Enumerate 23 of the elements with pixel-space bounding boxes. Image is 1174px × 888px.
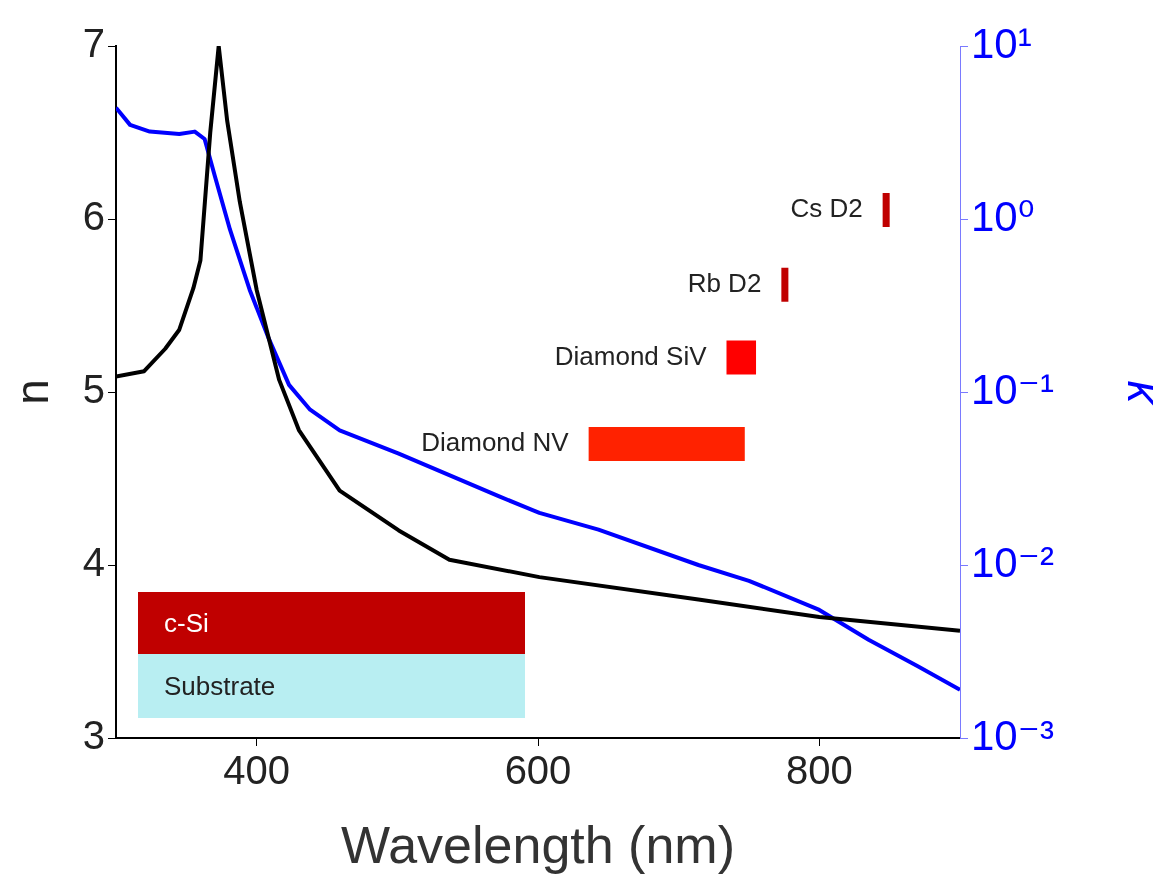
y2-tick-label: 10⁻³ <box>971 711 1054 759</box>
y2-tick-label: 10¹ <box>971 19 1032 67</box>
band-label: Diamond NV <box>421 427 570 458</box>
x-tick-label: 800 <box>785 748 853 793</box>
x-tick-label: 400 <box>223 748 291 793</box>
y-tick-label: 5 <box>82 367 105 412</box>
y-tick-label: 7 <box>82 21 105 66</box>
y-tick-label: 6 <box>82 194 105 239</box>
y2-tick-label: 10⁻² <box>971 538 1054 586</box>
band-label: Cs D2 <box>790 193 863 224</box>
layer-stack-picture: c-Si Substrate <box>138 592 525 718</box>
y-axis-title: n <box>6 379 59 405</box>
y2-tick-label: 10⁻¹ <box>971 365 1054 413</box>
annotation: Substrate <box>138 654 525 718</box>
x-tick-label: 600 <box>504 748 572 793</box>
y-tick-label: 3 <box>82 713 105 758</box>
x-axis-title: Wavelength (nm) <box>341 816 735 875</box>
annotation: c-Si <box>138 592 525 654</box>
band-label: Diamond SiV <box>554 340 708 371</box>
band-label: Rb D2 <box>687 267 762 298</box>
y2-axis-title: κ <box>1117 380 1170 406</box>
y-tick-label: 4 <box>82 540 105 585</box>
y2-tick-label: 10⁰ <box>971 192 1035 240</box>
